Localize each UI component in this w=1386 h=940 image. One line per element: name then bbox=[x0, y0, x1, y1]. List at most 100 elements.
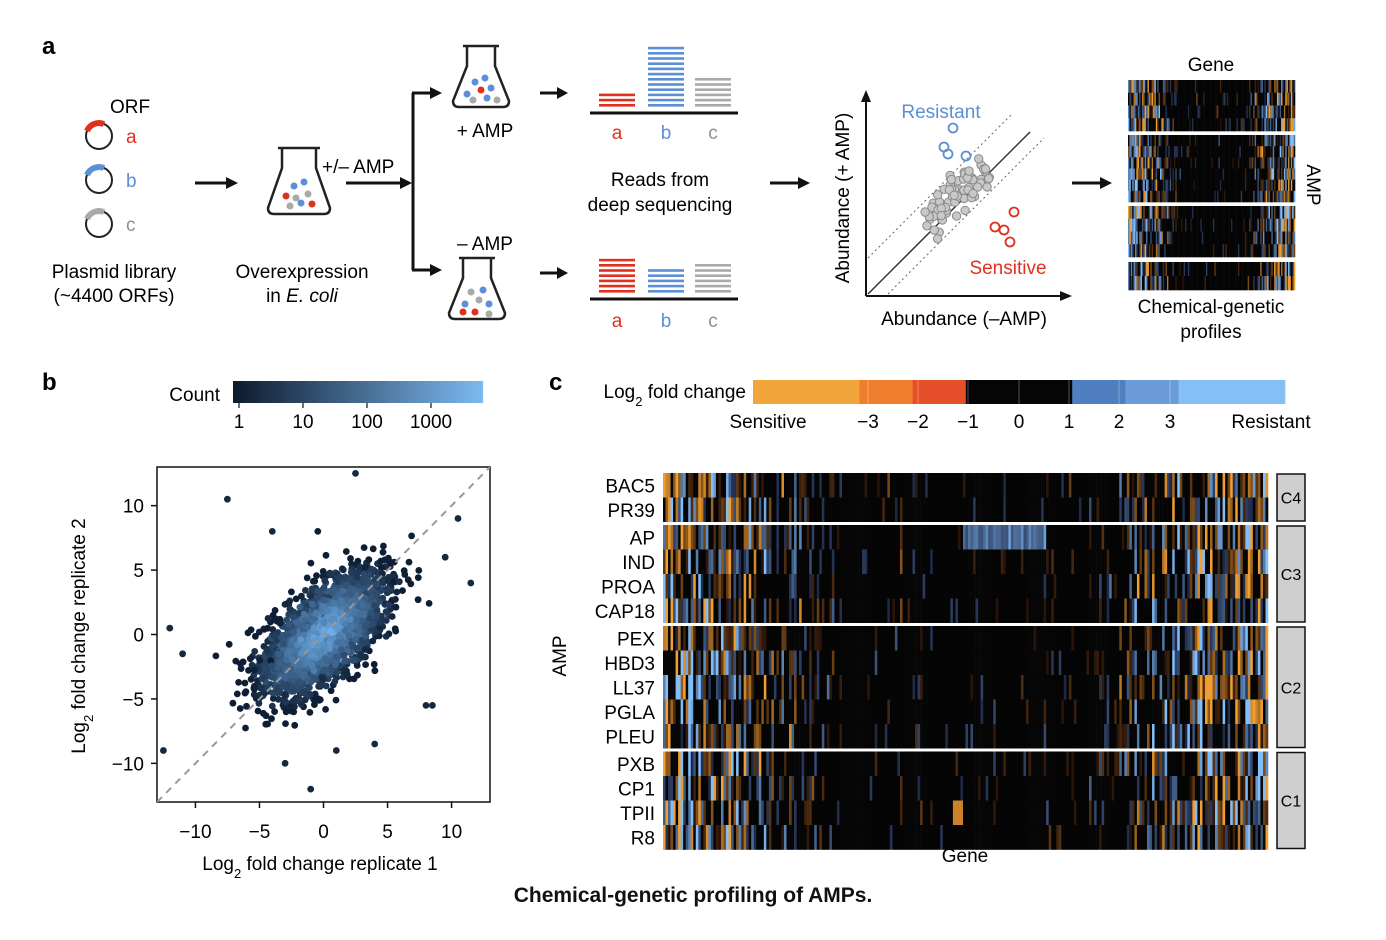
heat-cell bbox=[867, 473, 871, 498]
mini-heat-cell bbox=[1150, 206, 1152, 220]
density-hex bbox=[353, 570, 360, 578]
mini-heat-cell bbox=[1143, 157, 1145, 169]
mini-heat-cell bbox=[1198, 118, 1201, 132]
read-bar-line bbox=[695, 290, 731, 293]
density-hex bbox=[241, 689, 249, 697]
mini-heat-cell bbox=[1178, 179, 1180, 192]
mini-heat-cell bbox=[1242, 146, 1244, 158]
mini-heat-cell bbox=[1190, 206, 1193, 220]
heat-cell bbox=[771, 473, 775, 498]
mini-heat-cell bbox=[1147, 157, 1150, 169]
mini-heat-cell bbox=[1256, 135, 1258, 147]
mini-heat-cell bbox=[1178, 135, 1180, 147]
mini-heat-cell bbox=[1261, 157, 1264, 169]
mini-heat-cell bbox=[1151, 179, 1154, 192]
mini-heat-cell bbox=[1211, 218, 1214, 232]
mini-heat-cell bbox=[1189, 92, 1191, 106]
mini-heat-cell bbox=[1288, 179, 1290, 192]
mini-heat-cell bbox=[1269, 146, 1272, 158]
mini-heat-cell bbox=[1286, 206, 1289, 220]
mini-heat-cell bbox=[1194, 262, 1197, 277]
mini-heat-cell bbox=[1275, 168, 1278, 180]
arrow-to-scatter bbox=[770, 177, 810, 189]
mini-heat-cell bbox=[1292, 157, 1294, 169]
mini-heat-cell bbox=[1155, 218, 1158, 232]
mini-heat-cell bbox=[1151, 231, 1154, 245]
mini-heat-cell bbox=[1264, 157, 1267, 169]
count-colorbar-segment bbox=[408, 381, 411, 403]
mini-heat-cell bbox=[1204, 157, 1207, 169]
mini-heat-cell bbox=[1242, 206, 1244, 220]
mini-heat-cell bbox=[1146, 276, 1148, 291]
mini-heat-cell bbox=[1286, 146, 1289, 158]
count-colorbar-segment bbox=[273, 381, 276, 403]
read-bar-line bbox=[648, 98, 684, 102]
count-colorbar-segment bbox=[428, 381, 431, 403]
mini-heat-cell bbox=[1260, 262, 1262, 277]
mini-heat-cell bbox=[1274, 244, 1276, 258]
mini-heat-cell bbox=[1154, 190, 1157, 203]
mini-heat-cell bbox=[1161, 179, 1164, 192]
density-hex bbox=[385, 601, 392, 609]
mini-heat-cell bbox=[1271, 190, 1274, 203]
density-hex bbox=[300, 610, 308, 618]
mini-heat-cell bbox=[1224, 157, 1226, 169]
count-colorbar-segment bbox=[250, 381, 254, 403]
mini-heat-cell bbox=[1146, 179, 1148, 192]
mini-heat-cell bbox=[1261, 146, 1264, 158]
mini-heat-cell bbox=[1154, 118, 1157, 132]
density-hex bbox=[315, 651, 323, 658]
mini-heat-cell bbox=[1237, 244, 1240, 258]
heat-cell bbox=[748, 473, 752, 498]
mini-heat-cell bbox=[1214, 262, 1216, 277]
mini-heat-cell bbox=[1176, 105, 1179, 119]
mini-heat-cell bbox=[1221, 190, 1223, 203]
mini-heat-cell bbox=[1265, 179, 1268, 192]
mini-heat-cell bbox=[1219, 179, 1222, 192]
mini-heat-cell bbox=[1175, 135, 1178, 147]
density-hex bbox=[349, 579, 357, 587]
heat-cell bbox=[879, 473, 883, 498]
mini-heat-cell bbox=[1143, 92, 1145, 106]
mini-heat-cell bbox=[1281, 244, 1283, 258]
mini-heat-cell bbox=[1272, 231, 1275, 245]
mini-heat-cell bbox=[1203, 157, 1205, 169]
mini-heat-cell bbox=[1134, 135, 1137, 147]
mini-heat-cell bbox=[1160, 92, 1162, 106]
mini-heat-cell bbox=[1140, 105, 1143, 119]
mini-heat-cell bbox=[1242, 218, 1244, 232]
mini-heat-cell bbox=[1207, 190, 1210, 203]
mini-heat-cell bbox=[1283, 179, 1286, 192]
mini-heat-cell bbox=[1215, 179, 1218, 192]
plasmid-c: c bbox=[84, 208, 136, 238]
mini-heat-cell bbox=[1282, 146, 1285, 158]
mini-heat-cell bbox=[1211, 190, 1214, 203]
mini-heat-cell bbox=[1205, 146, 1208, 158]
count-colorbar-segment bbox=[378, 381, 381, 403]
mini-heat-cell bbox=[1212, 179, 1215, 192]
mini-heat-cell bbox=[1179, 244, 1182, 258]
fold-tick-label: −2 bbox=[907, 412, 929, 433]
mini-heat-cell bbox=[1140, 218, 1143, 232]
mini-heat-cell bbox=[1283, 244, 1286, 258]
sensitive-point bbox=[1004, 236, 1016, 248]
mini-heat-cell bbox=[1140, 244, 1143, 258]
mini-heat-cell bbox=[1185, 218, 1187, 232]
mini-heat-cell bbox=[1193, 135, 1196, 147]
outlier-point bbox=[441, 553, 449, 561]
mini-heat-cell bbox=[1164, 262, 1166, 277]
heat-cell bbox=[902, 473, 906, 498]
mini-heat-cell bbox=[1134, 206, 1137, 220]
bar-label-a-top: a bbox=[612, 123, 623, 144]
mini-heat-cell bbox=[1271, 262, 1274, 277]
count-colorbar-segment bbox=[275, 381, 279, 403]
mini-heat-cell bbox=[1186, 105, 1189, 119]
mini-heat-cell bbox=[1139, 80, 1141, 94]
count-colorbar-segment bbox=[400, 381, 404, 403]
mini-heat-cell bbox=[1207, 135, 1210, 147]
reads-bars-minus-amp bbox=[599, 258, 731, 293]
mini-heat-cell bbox=[1276, 80, 1279, 94]
mini-heat-cell bbox=[1185, 206, 1187, 220]
count-colorbar-segment bbox=[260, 381, 264, 403]
mini-heat-cell bbox=[1150, 157, 1152, 169]
